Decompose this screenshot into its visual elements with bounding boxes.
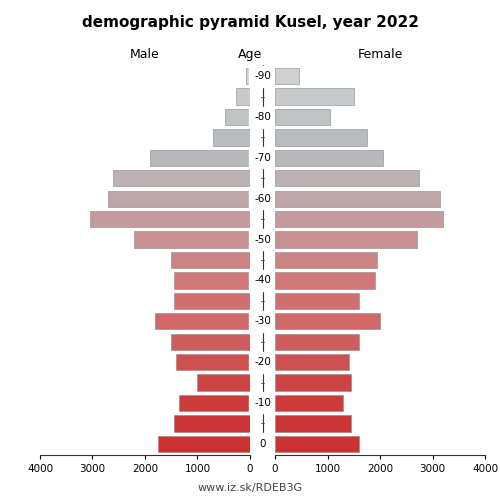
Bar — [224, 109, 250, 125]
Bar — [108, 190, 250, 207]
Bar — [275, 292, 359, 309]
Bar — [174, 415, 250, 432]
Bar — [114, 170, 250, 186]
Bar — [275, 109, 330, 125]
Bar — [158, 436, 250, 452]
Bar — [275, 354, 348, 370]
Text: Female: Female — [358, 48, 403, 61]
Bar — [275, 374, 351, 390]
Text: www.iz.sk/RDEB3G: www.iz.sk/RDEB3G — [198, 482, 302, 492]
Bar — [275, 436, 359, 452]
Bar — [275, 68, 298, 84]
Text: -90: -90 — [254, 71, 271, 81]
Bar — [275, 150, 382, 166]
Bar — [213, 130, 250, 146]
Bar — [275, 130, 367, 146]
Bar — [275, 334, 359, 350]
Bar — [275, 252, 378, 268]
Text: -20: -20 — [254, 357, 271, 367]
Bar — [90, 211, 250, 228]
Bar — [275, 232, 417, 248]
Bar — [176, 354, 250, 370]
Text: -60: -60 — [254, 194, 271, 203]
Text: Male: Male — [130, 48, 160, 61]
Text: 0: 0 — [260, 439, 266, 449]
Bar — [174, 292, 250, 309]
Bar — [246, 68, 250, 84]
Text: demographic pyramid Kusel, year 2022: demographic pyramid Kusel, year 2022 — [82, 15, 418, 30]
Text: -80: -80 — [254, 112, 271, 122]
Bar — [275, 395, 344, 411]
Bar — [275, 211, 443, 228]
Bar — [275, 313, 380, 330]
Bar — [171, 334, 250, 350]
Bar — [179, 395, 250, 411]
Bar — [134, 232, 250, 248]
Bar — [150, 150, 250, 166]
Text: Age: Age — [238, 48, 262, 61]
Bar — [275, 190, 440, 207]
Text: -10: -10 — [254, 398, 271, 408]
Bar — [156, 313, 250, 330]
Bar — [171, 252, 250, 268]
Bar — [236, 88, 250, 105]
Bar — [275, 88, 354, 105]
Bar — [275, 170, 420, 186]
Bar — [275, 415, 351, 432]
Bar — [275, 272, 375, 288]
Text: -40: -40 — [254, 276, 271, 285]
Bar — [198, 374, 250, 390]
Text: -70: -70 — [254, 153, 271, 163]
Text: -30: -30 — [254, 316, 271, 326]
Bar — [174, 272, 250, 288]
Text: -50: -50 — [254, 234, 271, 244]
